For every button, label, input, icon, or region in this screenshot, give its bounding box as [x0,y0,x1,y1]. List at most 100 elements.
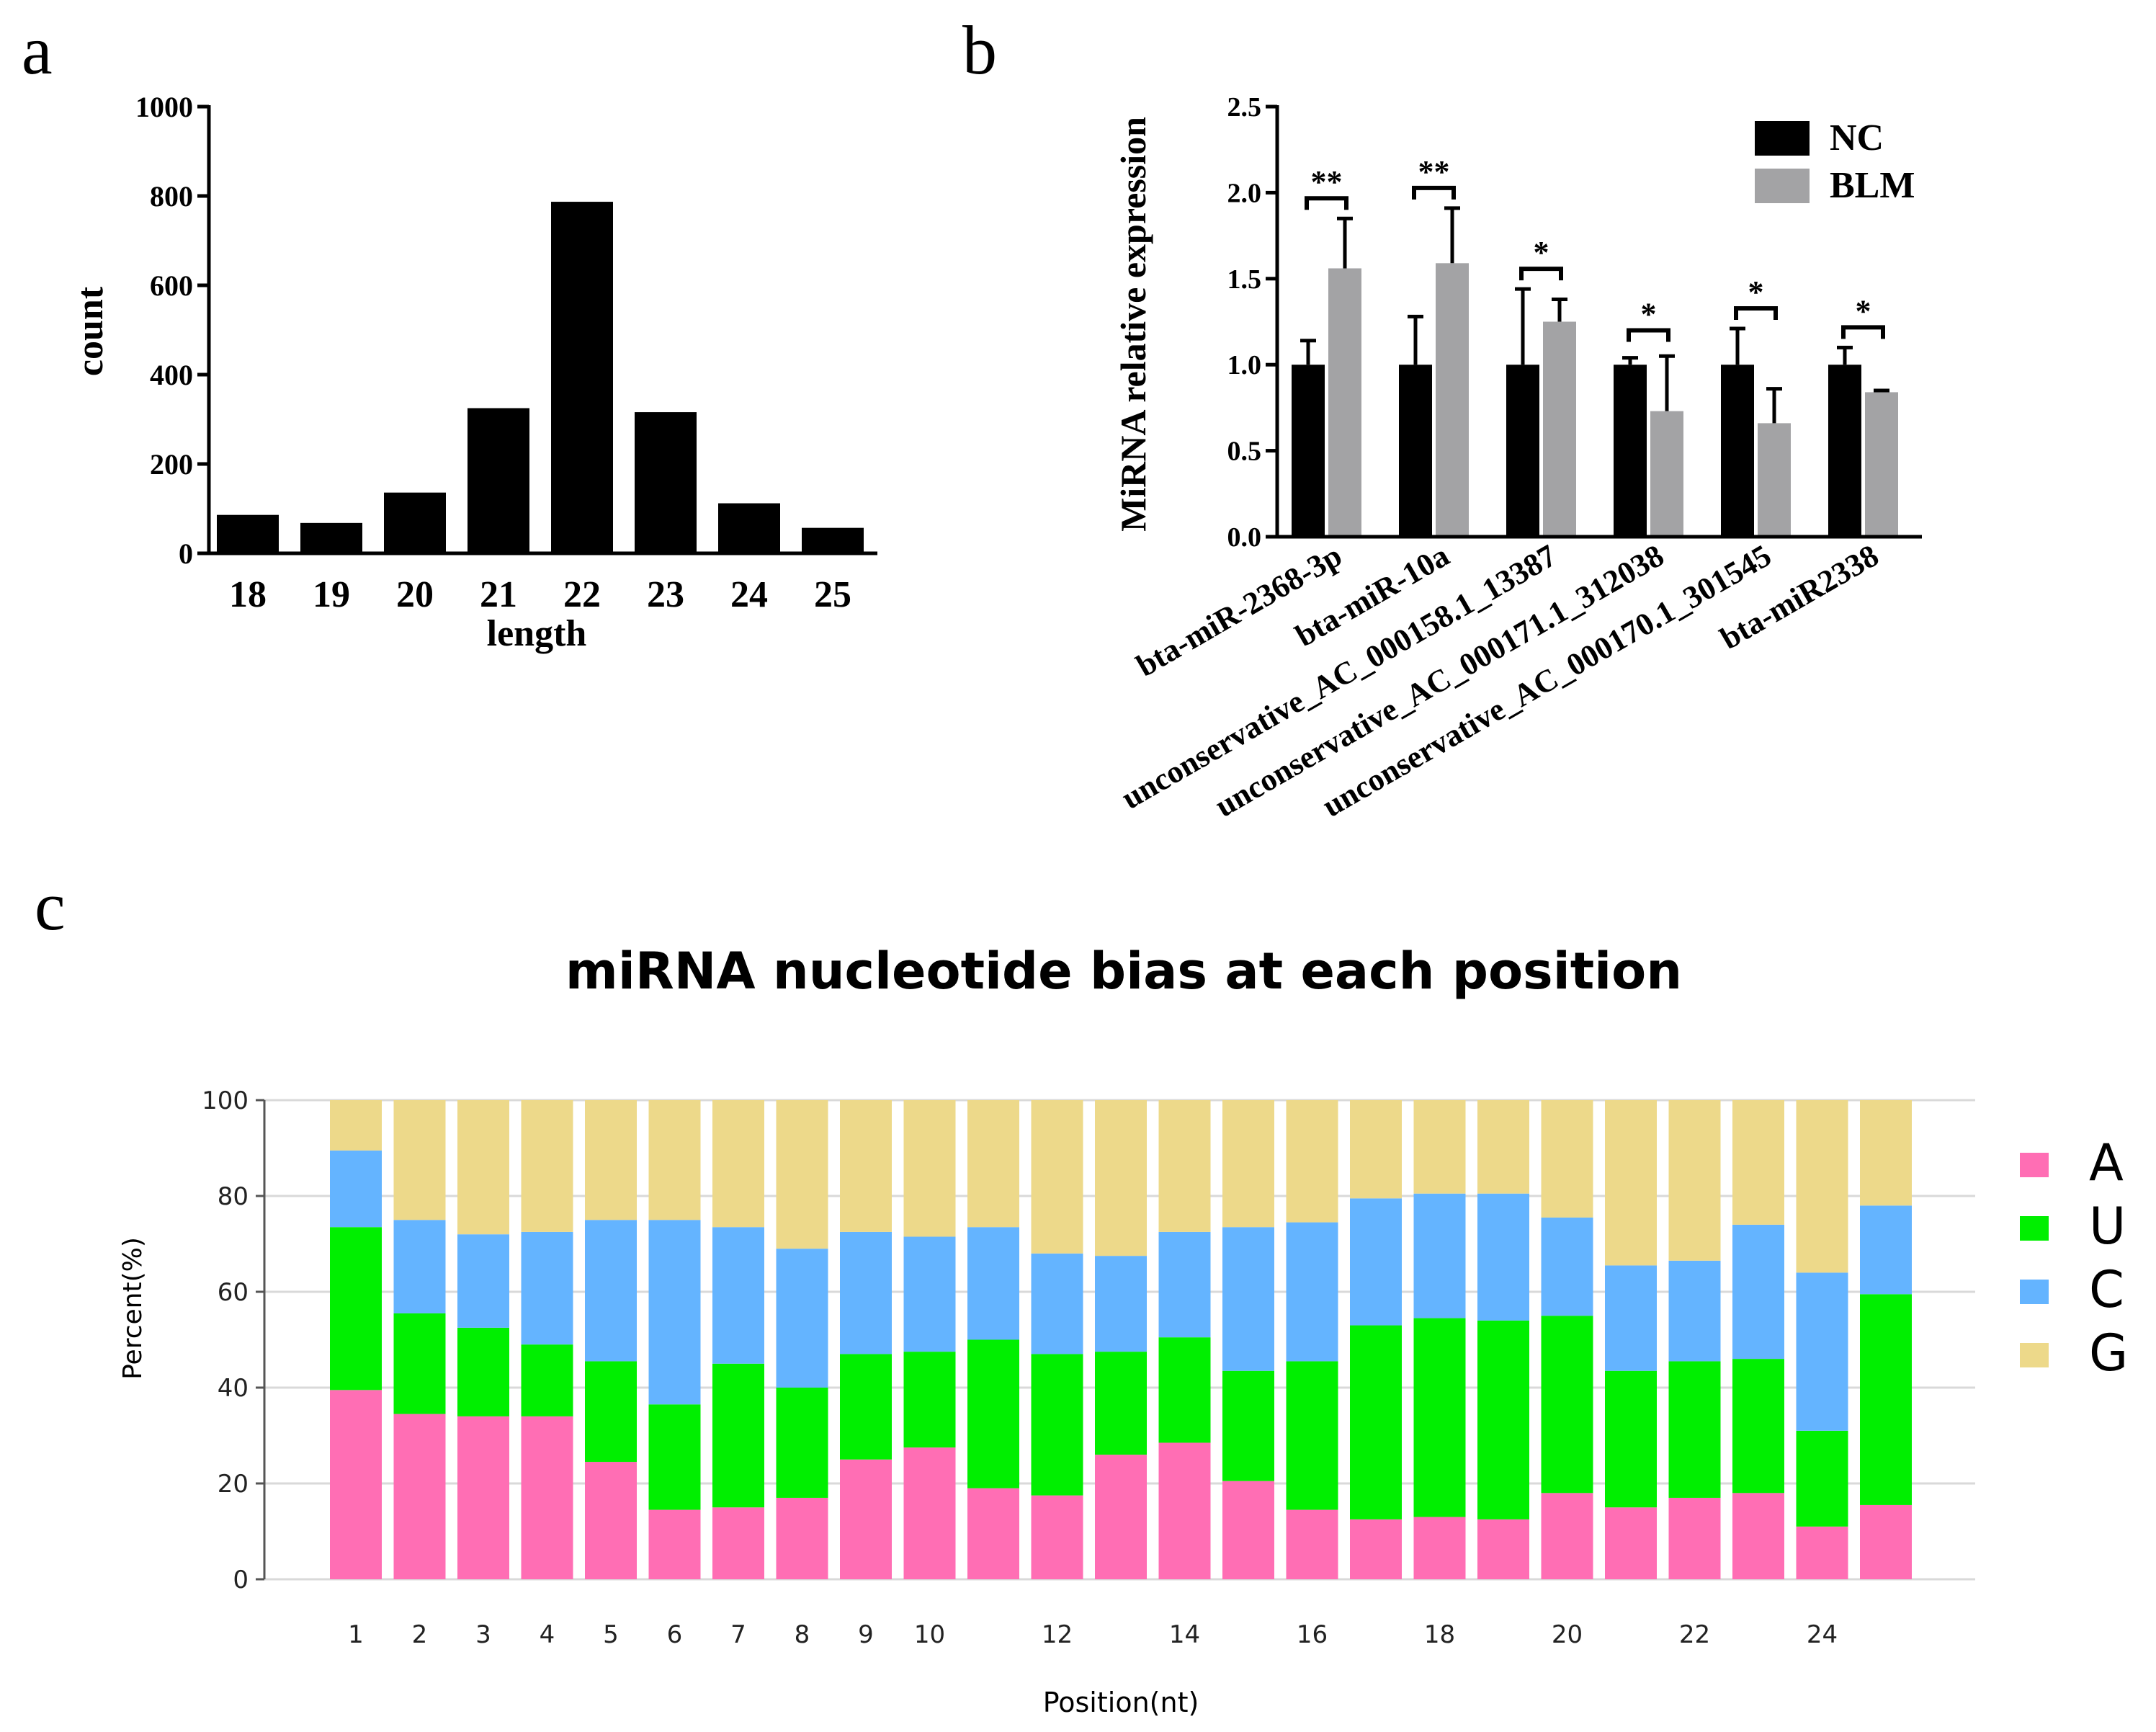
panel-c-bar-segment-C [1477,1193,1529,1321]
panel-c-y-tick-label: 60 [218,1278,249,1307]
panel-c-bar-segment-U [393,1313,446,1414]
panel-c-bar-segment-G [1031,1100,1083,1254]
panel-b-significance-bracket [1412,185,1456,200]
panel-c-bar-segment-U [330,1227,382,1390]
panel-a-y-tick-label: 800 [150,180,193,213]
panel-c-bar-segment-A [393,1414,446,1579]
panel-a-bar [635,412,697,553]
panel-c-legend-label: C [2089,1260,2124,1319]
panel-c-bar-segment-G [457,1100,509,1235]
panel-c-bar-segment-U [521,1344,573,1416]
panel-b-significance-bracket [1734,306,1778,321]
panel-b-y-axis-label: MiRNA relative expression [1113,117,1153,532]
panel-c-bars [330,1100,1912,1579]
panel-c-bar-segment-C [1668,1260,1721,1362]
panel-a-y-axis: 0 200 400 600 800 1000 [135,91,211,570]
panel-c-legend-swatch [2020,1153,2049,1177]
panel-c-bar-segment-C [521,1231,573,1345]
panel-c-bar-segment-A [330,1390,382,1579]
panel-c-bar-segment-A [1541,1493,1593,1579]
panel-c-bar-segment-G [1222,1100,1274,1228]
panel-a-bar [384,492,446,553]
panel-a-bar [718,503,780,553]
panel-b-bar-nc [1614,365,1647,537]
panel-c-x-tick-label: 16 [1297,1620,1328,1649]
panel-c-bar-segment-C [1860,1205,1912,1295]
panel-a-x-tick-label: 25 [814,574,851,615]
panel-c-bar-segment-G [1860,1100,1912,1206]
panel-c-bar-segment-G [1413,1100,1466,1194]
panel-c-bar-segment-U [1286,1361,1338,1510]
panel-c-bar-segment-A [840,1459,892,1579]
panel-c-x-tick-label: 8 [795,1620,810,1649]
panel-c-x-tick-label: 10 [914,1620,945,1649]
panel-c-legend-swatch [2020,1343,2049,1367]
panel-c-bar-segment-A [1668,1497,1721,1579]
panel-c-bar-segment-C [712,1227,764,1364]
panel-b-y-tick-label: 0.0 [1227,522,1262,553]
panel-c-bar-segment-U [457,1327,509,1416]
panel-c-bar-segment-A [1286,1509,1338,1579]
panel-c-bar-segment-A [903,1447,956,1579]
panel-b-significance-label: * [1856,293,1871,329]
panel-c-bar-segment-A [1477,1519,1529,1579]
panel-c-bar-segment-A [1860,1504,1912,1579]
panel-a-x-tick-label: 19 [313,574,350,615]
panel-c-bar-segment-A [712,1507,764,1579]
panel-c-legend-label: A [2089,1133,2124,1192]
panel-c-bar-segment-U [1031,1354,1083,1496]
panel-c-title: miRNA nucleotide bias at each position [565,942,1682,1001]
panel-b-y-tick-label: 2.0 [1227,178,1262,208]
panel-c-bar-segment-U [1732,1359,1784,1494]
panel-c-bar-segment-U [1668,1361,1721,1498]
panel-c-x-tick-label: 4 [540,1620,555,1649]
panel-c-x-tick-label: 2 [412,1620,428,1649]
panel-c-bar-segment-C [1350,1198,1402,1326]
panel-c-x-tick-label: 24 [1807,1620,1838,1649]
panel-a-x-tick-label: 18 [229,574,267,615]
panel-c-x-tick-label: 14 [1169,1620,1200,1649]
panel-b-significance-bracket [1841,325,1885,339]
panel-label-b: b [962,12,997,89]
panel-c-bar-segment-U [1477,1320,1529,1519]
panel-a-y-axis-label: count [70,286,111,376]
panel-a-x-tick-label: 23 [647,574,684,615]
panel-c-bar-segment-C [1286,1222,1338,1362]
panel-c-bar-segment-C [1796,1272,1848,1431]
panel-c-bar-segment-G [393,1100,446,1220]
panel-b-bar-blm [1865,392,1898,537]
panel-c-bar-segment-A [648,1509,701,1579]
panel-c-bar-segment-U [648,1404,701,1510]
panel-b-y-tick-label: 1.0 [1227,350,1262,380]
panel-c-bar-segment-C [393,1220,446,1313]
panel-c-bar-segment-G [1796,1100,1848,1273]
panel-c-bar-segment-U [712,1363,764,1508]
panel-c-nucleotide-bias: miRNA nucleotide bias at each position 0… [118,942,2128,1718]
panel-c-bar-segment-C [840,1231,892,1354]
panel-c-bar-segment-G [330,1100,382,1151]
panel-c-bar-segment-C [1158,1231,1211,1338]
panel-c-x-tick-label: 3 [475,1620,491,1649]
panel-b-significance-bracket [1627,328,1670,342]
panel-c-y-tick-label: 80 [218,1182,249,1211]
panel-c-legend-label: G [2089,1323,2128,1383]
panel-c-bar-segment-A [1031,1495,1083,1579]
panel-c-bar-segment-G [1095,1100,1147,1256]
panel-c-x-tick-label: 7 [730,1620,746,1649]
panel-a-x-axis: 18 19 20 21 22 23 24 25 [207,551,877,615]
panel-b-significance-label: * [1534,235,1549,270]
panel-a-y-tick-label: 400 [150,359,193,391]
panel-label-c: c [35,867,66,945]
panel-a-x-tick-label: 20 [396,574,434,615]
panel-c-bar-segment-A [1095,1455,1147,1579]
panel-c-bar-segment-A [585,1462,637,1579]
panel-a-bar [802,527,864,553]
panel-a-y-tick-label: 600 [150,269,193,302]
panel-c-x-axis: 1 2 3 4 5 6 7 8 9 10 12 14 16 18 20 22 24 [348,1620,1838,1649]
panel-c-bar-segment-C [585,1220,637,1362]
panel-c-bar-segment-G [776,1100,828,1249]
panel-a-y-tick-label: 0 [179,537,193,570]
panel-c-bar-segment-U [1860,1294,1912,1505]
panel-c-x-tick-label: 20 [1552,1620,1583,1649]
panel-c-bar-segment-G [648,1100,701,1220]
